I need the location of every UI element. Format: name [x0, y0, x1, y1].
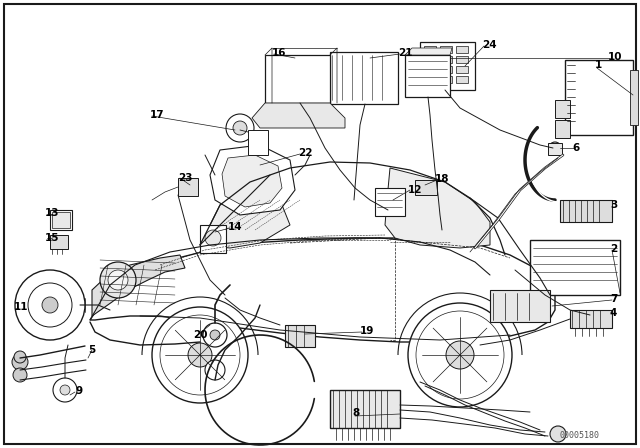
- Text: 4: 4: [610, 308, 618, 318]
- Text: 15: 15: [45, 233, 60, 243]
- Text: 7: 7: [610, 294, 618, 304]
- Bar: [330, 390, 400, 428]
- Text: 18: 18: [435, 174, 449, 184]
- Polygon shape: [200, 175, 290, 248]
- Bar: [50, 210, 72, 230]
- Circle shape: [446, 341, 474, 369]
- Text: 12: 12: [408, 185, 422, 195]
- Text: 21: 21: [398, 48, 413, 58]
- Text: 19: 19: [360, 326, 374, 336]
- Text: 24: 24: [482, 40, 497, 50]
- Polygon shape: [92, 255, 185, 316]
- Text: 16: 16: [272, 48, 287, 58]
- Polygon shape: [222, 155, 282, 207]
- Circle shape: [160, 315, 240, 395]
- Circle shape: [53, 378, 77, 402]
- Text: 2: 2: [610, 244, 617, 254]
- Circle shape: [12, 354, 28, 370]
- Circle shape: [549, 142, 561, 154]
- Text: 00005180: 00005180: [560, 431, 600, 440]
- Bar: [456, 76, 468, 83]
- Text: 23: 23: [178, 173, 193, 183]
- Circle shape: [233, 121, 247, 135]
- Circle shape: [205, 360, 225, 380]
- Circle shape: [203, 323, 227, 347]
- Bar: [440, 66, 452, 73]
- Text: 22: 22: [298, 148, 312, 158]
- Bar: [424, 76, 436, 83]
- Bar: [248, 130, 268, 155]
- Text: 3: 3: [610, 200, 617, 210]
- Polygon shape: [90, 238, 555, 342]
- Bar: [440, 76, 452, 83]
- Bar: [200, 225, 226, 253]
- Bar: [330, 52, 398, 104]
- Circle shape: [42, 297, 58, 313]
- Polygon shape: [210, 145, 295, 215]
- Text: 11: 11: [14, 302, 29, 312]
- Circle shape: [550, 426, 566, 442]
- Circle shape: [14, 351, 26, 363]
- Circle shape: [205, 230, 221, 246]
- Bar: [52, 212, 70, 228]
- Bar: [456, 46, 468, 53]
- Bar: [570, 310, 612, 328]
- Text: 6: 6: [572, 143, 579, 153]
- Text: 10: 10: [608, 52, 623, 62]
- Text: 1: 1: [595, 60, 602, 70]
- Text: 8: 8: [352, 408, 359, 418]
- Bar: [548, 143, 562, 155]
- Bar: [50, 235, 68, 249]
- Bar: [530, 240, 620, 295]
- Bar: [456, 56, 468, 63]
- Bar: [424, 56, 436, 63]
- Bar: [424, 46, 436, 53]
- Bar: [560, 200, 612, 222]
- Circle shape: [60, 385, 70, 395]
- Circle shape: [100, 262, 136, 298]
- Polygon shape: [405, 48, 452, 55]
- Circle shape: [226, 114, 254, 142]
- Circle shape: [28, 283, 72, 327]
- Polygon shape: [385, 168, 490, 248]
- Bar: [420, 42, 475, 90]
- Circle shape: [108, 270, 128, 290]
- Bar: [555, 100, 570, 118]
- Circle shape: [13, 368, 27, 382]
- Text: 13: 13: [45, 208, 60, 218]
- Bar: [424, 66, 436, 73]
- Circle shape: [416, 311, 504, 399]
- Bar: [440, 46, 452, 53]
- Text: 17: 17: [150, 110, 164, 120]
- Text: 5: 5: [88, 345, 95, 355]
- Circle shape: [210, 330, 220, 340]
- Bar: [375, 188, 405, 216]
- Bar: [565, 60, 633, 135]
- Text: 9: 9: [75, 386, 82, 396]
- Circle shape: [188, 343, 212, 367]
- Bar: [555, 120, 570, 138]
- Circle shape: [408, 303, 512, 407]
- Bar: [456, 66, 468, 73]
- Circle shape: [15, 270, 85, 340]
- Bar: [178, 178, 198, 196]
- Bar: [285, 325, 315, 347]
- Bar: [415, 180, 437, 195]
- Text: 20: 20: [193, 330, 207, 340]
- Bar: [405, 55, 450, 97]
- Polygon shape: [252, 103, 345, 128]
- Bar: [490, 290, 550, 322]
- Bar: [440, 56, 452, 63]
- Text: 14: 14: [228, 222, 243, 232]
- Circle shape: [152, 307, 248, 403]
- Bar: [265, 55, 330, 103]
- Bar: [630, 70, 638, 125]
